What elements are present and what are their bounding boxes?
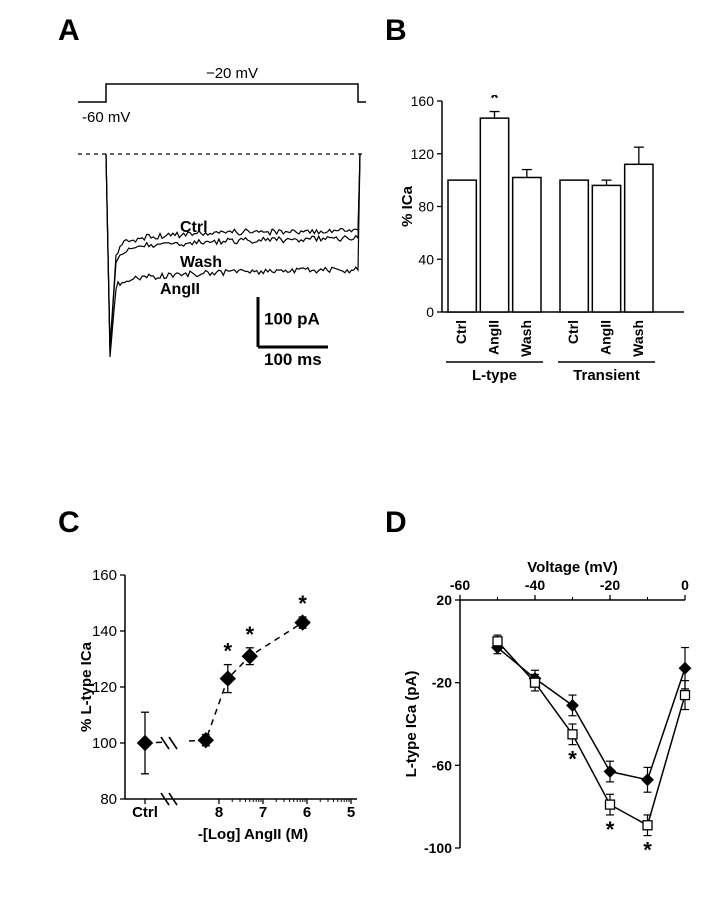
svg-text:*: * bbox=[224, 639, 233, 664]
svg-text:0: 0 bbox=[681, 577, 689, 593]
svg-text:Ctrl: Ctrl bbox=[132, 804, 158, 821]
svg-text:160: 160 bbox=[92, 567, 117, 584]
panel-b-label: B bbox=[385, 14, 407, 48]
svg-text:*: * bbox=[298, 591, 307, 616]
svg-text:0: 0 bbox=[426, 304, 434, 320]
svg-text:-[Log] AngII (M): -[Log] AngII (M) bbox=[198, 826, 308, 843]
svg-text:Wash: Wash bbox=[518, 320, 534, 357]
svg-text:80: 80 bbox=[100, 791, 117, 808]
svg-text:100 pA: 100 pA bbox=[264, 310, 320, 329]
svg-text:160: 160 bbox=[411, 95, 435, 109]
svg-text:120: 120 bbox=[92, 679, 117, 696]
svg-text:140: 140 bbox=[92, 623, 117, 640]
svg-text:100: 100 bbox=[92, 735, 117, 752]
svg-text:*: * bbox=[246, 622, 255, 647]
svg-text:-60 mV: -60 mV bbox=[82, 109, 130, 126]
svg-text:*: * bbox=[490, 95, 499, 111]
svg-text:-100: -100 bbox=[424, 840, 452, 856]
svg-text:40: 40 bbox=[418, 251, 434, 267]
svg-text:% L-type ICa: % L-type ICa bbox=[78, 641, 95, 732]
svg-text:Voltage (mV): Voltage (mV) bbox=[527, 560, 618, 576]
svg-text:Wash: Wash bbox=[630, 320, 646, 357]
svg-text:6: 6 bbox=[303, 804, 311, 821]
svg-text:120: 120 bbox=[411, 146, 435, 162]
svg-text:5: 5 bbox=[347, 804, 355, 821]
svg-text:80: 80 bbox=[418, 199, 434, 215]
svg-text:7: 7 bbox=[259, 804, 267, 821]
svg-text:Ctrl: Ctrl bbox=[565, 320, 581, 344]
svg-text:-20: -20 bbox=[600, 577, 620, 593]
svg-text:20: 20 bbox=[436, 592, 452, 608]
panel-b-barchart: 0 40 80 120 160 % ICa Ctrl * AngII Wash Ctrl AngII W… bbox=[400, 95, 690, 400]
svg-text:Ctrl: Ctrl bbox=[180, 219, 208, 236]
panel-c-label: C bbox=[58, 506, 80, 540]
svg-text:L-type ICa (pA): L-type ICa (pA) bbox=[403, 671, 420, 778]
svg-text:*: * bbox=[606, 817, 615, 842]
svg-text:AngII: AngII bbox=[160, 281, 200, 298]
svg-text:*: * bbox=[568, 747, 577, 772]
panel-a-label: A bbox=[58, 14, 80, 48]
svg-text:AngII: AngII bbox=[598, 320, 614, 355]
svg-text:AngII: AngII bbox=[486, 320, 502, 355]
svg-text:L-type: L-type bbox=[472, 367, 517, 384]
svg-text:Transient: Transient bbox=[573, 367, 640, 384]
svg-text:8: 8 bbox=[215, 804, 223, 821]
panel-d-label: D bbox=[385, 506, 407, 540]
svg-text:Wash: Wash bbox=[180, 254, 222, 271]
svg-text:−20 mV: −20 mV bbox=[206, 65, 258, 82]
panel-c-doseresponse: 80 100 120 140 160 % L-type ICa Ctrl 8 7 6 5 -[Log]… bbox=[75, 565, 365, 855]
svg-text:-60: -60 bbox=[450, 577, 470, 593]
svg-text:-20: -20 bbox=[432, 675, 452, 691]
svg-text:% ICa: % ICa bbox=[400, 185, 416, 227]
svg-text:100 ms: 100 ms bbox=[264, 350, 322, 369]
panel-d-iv: -60 -40 -20 0 Voltage (mV) -100 -60 -20 20 L-type… bbox=[400, 560, 695, 860]
svg-text:-40: -40 bbox=[525, 577, 545, 593]
svg-text:-60: -60 bbox=[432, 757, 452, 773]
panel-a-traces: -60 mV −20 mV Ctrl Wash AngII 100 pA 100 ms bbox=[70, 62, 370, 372]
svg-text:Ctrl: Ctrl bbox=[453, 320, 469, 344]
svg-text:*: * bbox=[643, 838, 652, 860]
